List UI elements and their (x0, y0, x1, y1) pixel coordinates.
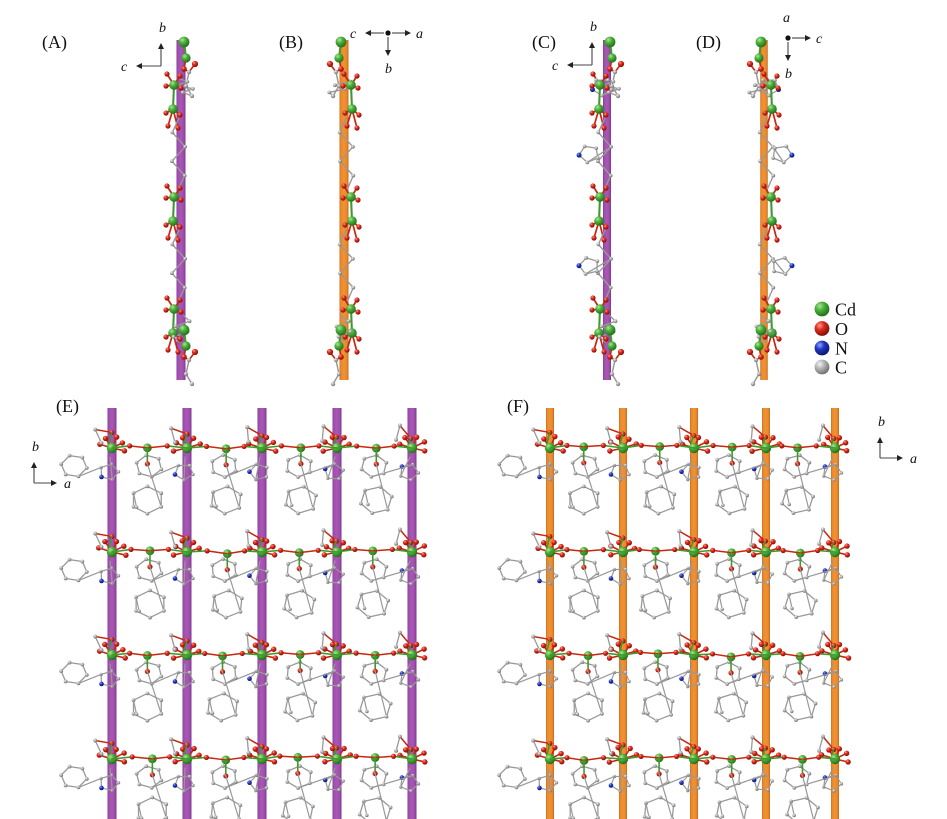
svg-text:O: O (835, 319, 848, 339)
svg-text:a: a (910, 452, 917, 467)
svg-text:b: b (32, 440, 39, 455)
svg-text:c: c (552, 59, 559, 74)
svg-text:N: N (835, 339, 848, 359)
svg-text:c: c (816, 32, 823, 47)
svg-text:c: c (350, 27, 357, 42)
svg-text:a: a (64, 477, 71, 492)
svg-text:(F): (F) (507, 396, 529, 417)
svg-text:b: b (785, 67, 792, 82)
svg-text:(C): (C) (532, 32, 556, 53)
svg-text:b: b (590, 20, 597, 35)
svg-text:Cd: Cd (835, 300, 856, 320)
svg-text:(E): (E) (56, 396, 79, 417)
svg-text:b: b (159, 21, 166, 36)
svg-text:b: b (878, 415, 885, 430)
svg-text:(A): (A) (42, 32, 67, 53)
svg-text:a: a (416, 27, 423, 42)
svg-text:a: a (783, 11, 790, 26)
svg-text:b: b (385, 62, 392, 77)
svg-text:(D): (D) (696, 32, 721, 53)
svg-text:c: c (121, 60, 128, 75)
svg-text:(B): (B) (279, 32, 303, 53)
svg-text:C: C (835, 358, 847, 378)
